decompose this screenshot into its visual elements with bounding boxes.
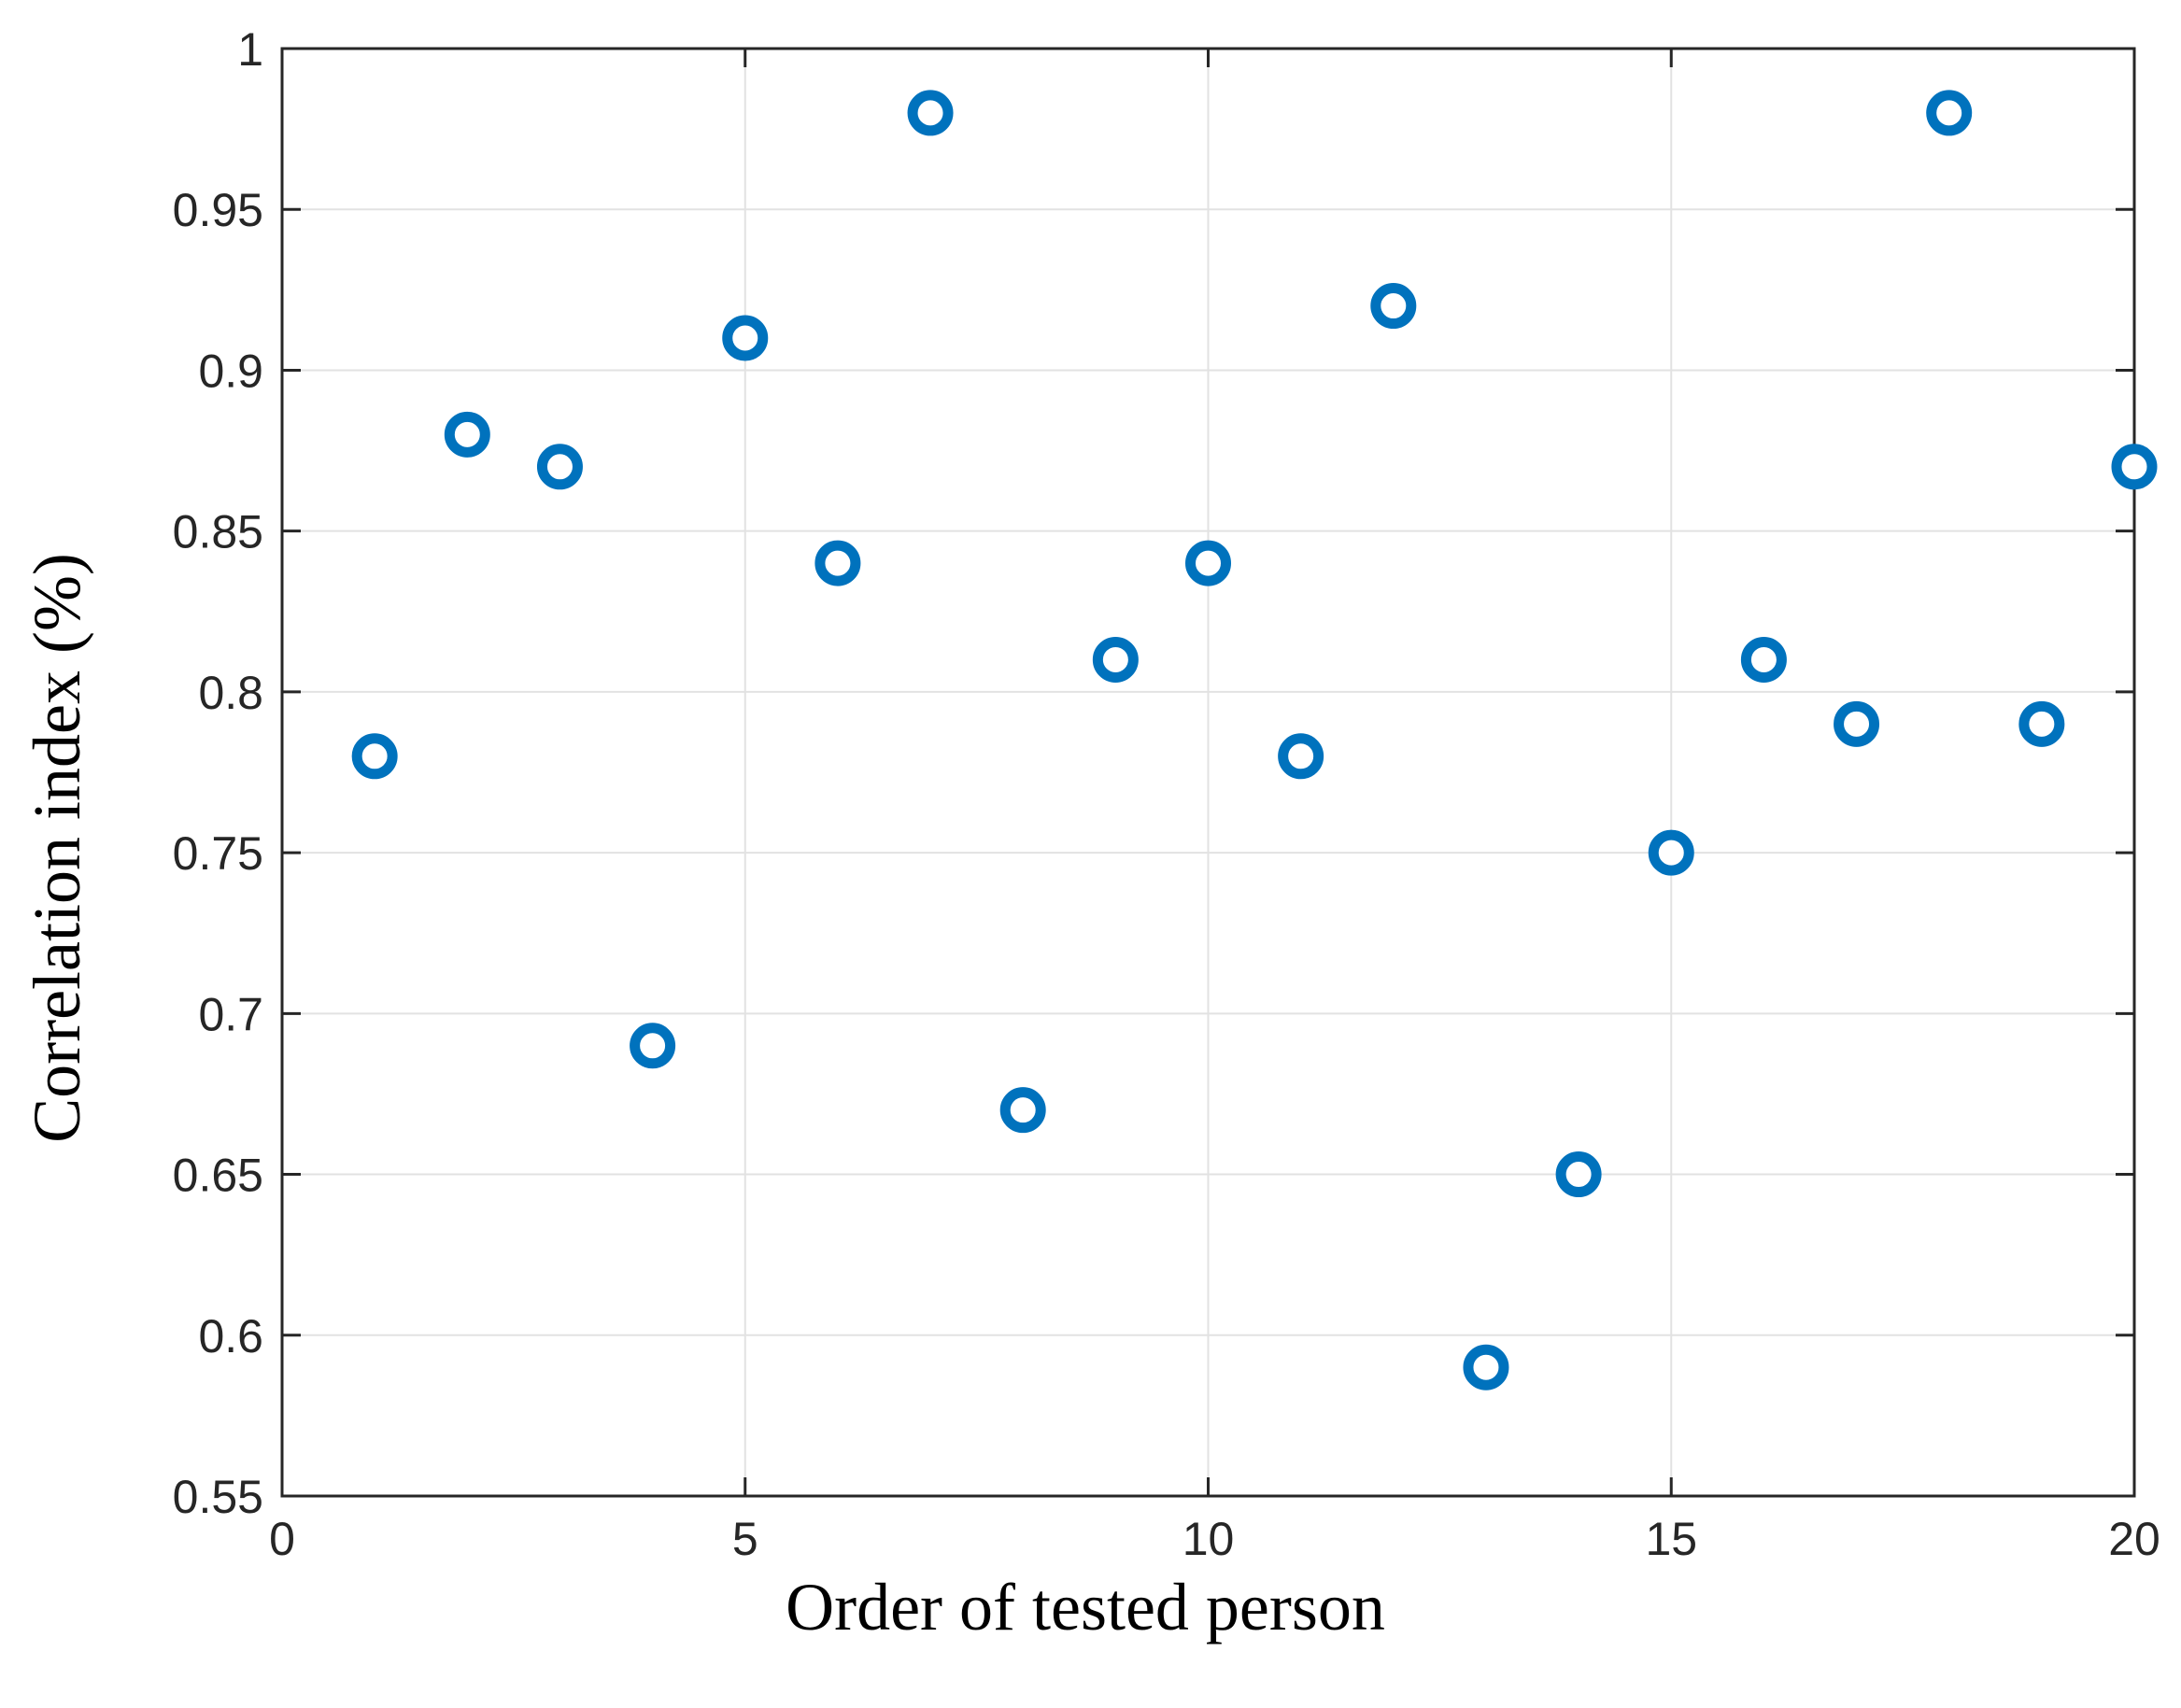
data-point <box>1092 636 1139 683</box>
x-tick-label: 20 <box>2108 1513 2160 1565</box>
y-axis-tick-labels: 0.55 0.6 0.65 0.7 0.75 0.8 0.85 0.9 0.95 1 <box>173 23 263 1523</box>
data-point <box>1740 636 1787 683</box>
data-point <box>1463 1344 1509 1390</box>
y-tick-label: 0.9 <box>198 345 263 397</box>
y-tick-label: 0.65 <box>173 1150 263 1202</box>
y-tick-label: 1 <box>237 23 263 76</box>
data-point <box>536 444 583 490</box>
data-point <box>1648 829 1694 876</box>
y-tick-label: 0.55 <box>173 1471 263 1523</box>
y-tick-label: 0.7 <box>198 988 263 1040</box>
data-point <box>1370 283 1417 330</box>
data-point <box>1278 733 1324 780</box>
y-tick-label: 0.8 <box>198 667 263 719</box>
grid <box>282 49 2134 1496</box>
x-axis-tick-labels: 0 5 10 15 20 <box>269 1513 2160 1565</box>
x-axis-title: Order of tested person <box>786 1570 1385 1644</box>
data-point <box>999 1087 1046 1134</box>
axis-ticks <box>280 47 2136 1498</box>
data-points <box>351 90 2158 1390</box>
data-point <box>351 733 398 780</box>
x-tick-label: 0 <box>269 1513 295 1565</box>
x-tick-label: 10 <box>1183 1513 1235 1565</box>
data-point <box>722 315 769 361</box>
y-axis-title: Correlation index (%) <box>20 553 94 1143</box>
data-point <box>907 90 954 136</box>
data-point <box>2111 444 2158 490</box>
x-tick-label: 5 <box>732 1513 758 1565</box>
data-point <box>1555 1151 1602 1198</box>
x-tick-label: 15 <box>1645 1513 1697 1565</box>
data-point <box>814 540 861 586</box>
data-point <box>1185 540 1231 586</box>
y-tick-label: 0.85 <box>173 506 263 558</box>
data-point <box>1834 700 1880 747</box>
y-tick-label: 0.75 <box>173 827 263 880</box>
data-point <box>1926 90 1973 136</box>
data-point <box>444 411 490 458</box>
y-tick-label: 0.6 <box>198 1310 263 1362</box>
data-point <box>2018 700 2065 747</box>
y-tick-label: 0.95 <box>173 184 263 236</box>
data-point <box>630 1023 676 1069</box>
